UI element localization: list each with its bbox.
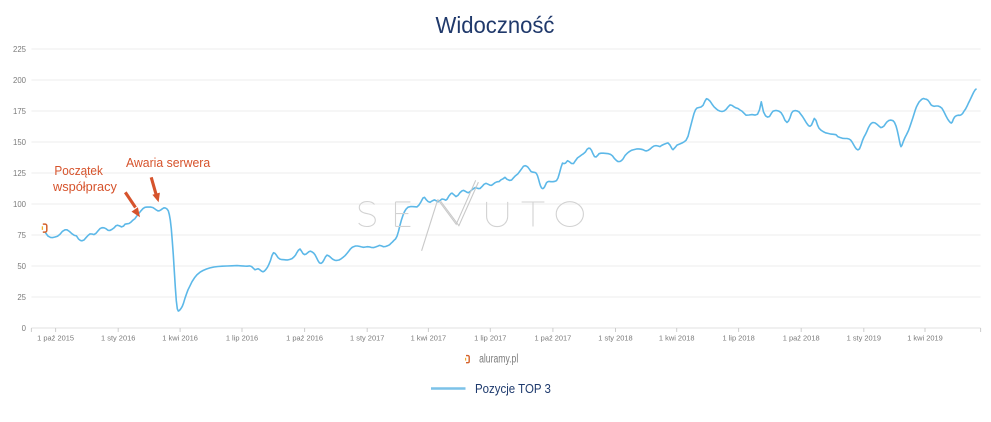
svg-text:25: 25 [17, 293, 26, 302]
svg-text:200: 200 [13, 76, 27, 85]
svg-text:1 kwi 2018: 1 kwi 2018 [659, 334, 695, 343]
svg-text:1 paź 2017: 1 paź 2017 [534, 334, 571, 343]
svg-text:1 kwi 2016: 1 kwi 2016 [162, 334, 198, 343]
svg-text:100: 100 [13, 200, 27, 209]
svg-text:1 sty 2016: 1 sty 2016 [101, 334, 135, 343]
svg-text:Początek: Początek [54, 163, 103, 178]
svg-text:Widoczność: Widoczność [436, 13, 555, 39]
svg-text:150: 150 [13, 138, 27, 147]
svg-text:1 paź 2016: 1 paź 2016 [286, 334, 323, 343]
svg-text:1 paź 2015: 1 paź 2015 [37, 334, 74, 343]
svg-text:1 paź 2018: 1 paź 2018 [783, 334, 820, 343]
svg-text:1 kwi 2019: 1 kwi 2019 [907, 334, 943, 343]
svg-text:1 sty 2017: 1 sty 2017 [350, 334, 384, 343]
svg-text:50: 50 [17, 262, 26, 271]
svg-text:Awaria serwera: Awaria serwera [126, 156, 211, 170]
svg-text:1 sty 2018: 1 sty 2018 [598, 334, 632, 343]
svg-text:1 kwi 2017: 1 kwi 2017 [411, 334, 447, 343]
svg-text:125: 125 [13, 169, 27, 178]
svg-text:1 sty 2019: 1 sty 2019 [847, 334, 881, 343]
svg-text:współpracy: współpracy [52, 179, 117, 194]
svg-text:0: 0 [22, 324, 27, 333]
svg-text:75: 75 [17, 231, 26, 240]
svg-text:225: 225 [13, 45, 27, 54]
svg-text:aluramy.pl: aluramy.pl [479, 353, 518, 366]
svg-text:1 lip 2017: 1 lip 2017 [474, 334, 506, 343]
svg-text:1 lip 2018: 1 lip 2018 [722, 334, 754, 343]
svg-text:175: 175 [13, 107, 27, 116]
svg-text:1 lip 2016: 1 lip 2016 [226, 334, 258, 343]
svg-text:Pozycje TOP 3: Pozycje TOP 3 [475, 381, 551, 396]
